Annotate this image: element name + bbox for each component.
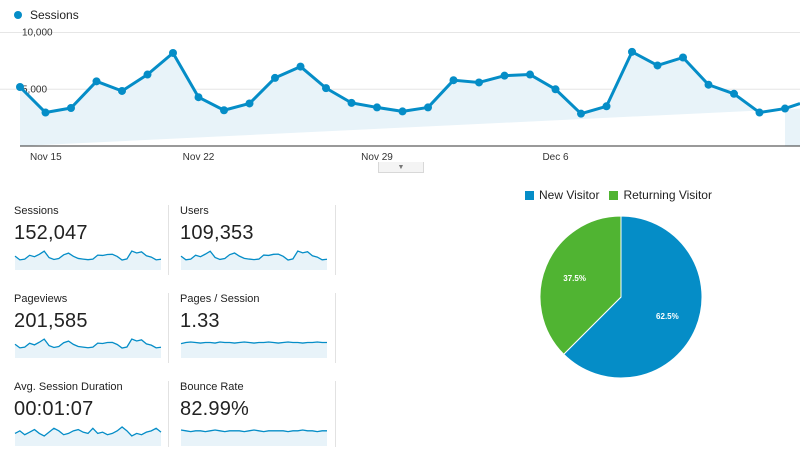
metric-divider <box>335 381 336 447</box>
metric-pageviews[interactable]: Pageviews 201,585 <box>14 293 162 360</box>
sessions-data-point <box>704 80 713 89</box>
sparkline-area <box>181 430 327 446</box>
legend-swatch <box>609 190 619 200</box>
sessions-data-point <box>577 109 585 118</box>
legend-label: Returning Visitor <box>623 188 712 202</box>
sessions-data-point <box>322 84 330 93</box>
chart-collapse-handle[interactable]: ▼ <box>378 162 424 173</box>
legend-label: New Visitor <box>539 188 600 202</box>
metric-value: 201,585 <box>14 310 88 332</box>
sessions-data-point <box>118 86 126 95</box>
sessions-data-point <box>16 83 24 91</box>
sparkline-line <box>14 250 162 261</box>
sessions-data-point <box>781 104 789 113</box>
sessions-data-point <box>424 103 432 112</box>
sessions-area <box>20 51 800 147</box>
pie-slice-new-visitor <box>563 215 703 379</box>
metric-label: Users <box>180 205 209 217</box>
sessions-data-point <box>373 103 381 112</box>
sessions-data-point <box>398 107 407 116</box>
sessions-data-point <box>67 103 75 112</box>
sparkline-line <box>14 426 162 437</box>
x-tick-label: Nov 22 <box>183 152 215 163</box>
sessions-data-point <box>92 77 101 86</box>
sparkline-area <box>181 251 327 270</box>
sessions-data-point <box>143 70 152 79</box>
y-tick-label: 5,000 <box>22 84 47 95</box>
sparkline-area <box>15 427 161 446</box>
y-tick-label: 10,000 <box>22 28 53 39</box>
sparkline <box>180 341 327 358</box>
sessions-data-point <box>628 47 636 56</box>
pie-slice-returning-visitor <box>539 215 622 355</box>
sessions-data-point <box>449 76 458 85</box>
sparkline-line <box>180 341 327 345</box>
x-tick-label: Nov 15 <box>30 152 62 163</box>
metric-value: 152,047 <box>14 222 88 244</box>
metric-value: 1.33 <box>180 310 220 332</box>
metric-divider <box>168 293 169 363</box>
metric-value: 82.99% <box>180 398 250 420</box>
metric-label: Sessions <box>14 205 59 217</box>
metric-label: Bounce Rate <box>180 381 244 393</box>
sparkline-area <box>15 251 161 270</box>
sparkline-line <box>14 338 162 349</box>
metric-bounce-rate[interactable]: Bounce Rate 82.99% <box>180 381 328 448</box>
sessions-data-point <box>41 108 50 117</box>
sparkline-line <box>180 429 327 433</box>
sessions-data-point <box>271 73 279 82</box>
sparkline <box>180 250 328 270</box>
metric-divider <box>335 205 336 275</box>
sessions-data-point <box>245 99 254 108</box>
sparkline <box>14 250 162 270</box>
metric-divider <box>168 381 169 447</box>
metric-value: 109,353 <box>180 222 254 244</box>
sessions-data-point <box>296 62 305 71</box>
metric-pages-per-session[interactable]: Pages / Session 1.33 <box>180 293 328 360</box>
sessions-data-point <box>475 78 483 87</box>
x-tick-label: Nov 29 <box>361 152 393 163</box>
sparkline-area <box>15 339 161 358</box>
sessions-data-point <box>755 108 764 117</box>
sessions-data-point <box>653 61 662 70</box>
sparkline-line <box>180 250 328 261</box>
line-chart-legend: Sessions <box>14 8 79 22</box>
metric-divider <box>168 205 169 275</box>
pie-legend: New Visitor Returning Visitor <box>525 188 712 202</box>
sessions-data-point <box>169 48 177 57</box>
sessions-series-line <box>18 50 800 116</box>
sessions-data-point <box>679 53 687 62</box>
visitor-pie-chart: 62.5% 37.5% <box>539 215 703 379</box>
caret-down-icon: ▼ <box>397 163 405 171</box>
legend-item-new-visitor[interactable]: New Visitor <box>525 188 599 202</box>
sessions-data-point <box>194 93 203 102</box>
metric-label: Pageviews <box>14 293 68 305</box>
sessions-data-point <box>500 71 509 80</box>
sessions-data-point <box>730 89 738 98</box>
pie-slice-label: 37.5% <box>563 274 586 283</box>
metric-value: 00:01:07 <box>14 398 94 420</box>
sessions-data-point <box>526 70 534 79</box>
metric-divider <box>335 293 336 363</box>
legend-swatch <box>525 190 534 200</box>
sparkline <box>14 338 162 358</box>
sessions-data-point <box>551 85 560 94</box>
metric-sessions[interactable]: Sessions 152,047 <box>14 205 162 272</box>
sessions-legend-dot <box>14 11 22 19</box>
sparkline <box>14 426 162 446</box>
sessions-legend-label: Sessions <box>30 8 79 22</box>
sessions-data-point <box>347 98 356 107</box>
pie-slice-label: 62.5% <box>656 312 679 321</box>
sparkline-area <box>181 342 327 358</box>
metric-users[interactable]: Users 109,353 <box>180 205 328 272</box>
x-tick-label: Dec 6 <box>542 152 569 163</box>
sessions-data-point <box>220 106 228 115</box>
legend-item-returning-visitor[interactable]: Returning Visitor <box>609 188 712 202</box>
metric-avg-session-duration[interactable]: Avg. Session Duration 00:01:07 <box>14 381 162 448</box>
metric-label: Avg. Session Duration <box>14 381 123 393</box>
sessions-data-point <box>602 102 611 111</box>
sparkline <box>180 429 327 446</box>
metric-label: Pages / Session <box>180 293 260 305</box>
sessions-line-chart: 10,000 5,000 Nov 15 Nov 22 Nov 29 Dec 6 <box>0 28 800 163</box>
